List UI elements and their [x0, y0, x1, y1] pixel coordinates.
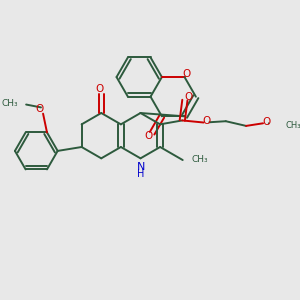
- Text: O: O: [262, 117, 270, 127]
- Text: O: O: [36, 104, 44, 114]
- Text: O: O: [202, 116, 211, 126]
- Text: CH₃: CH₃: [286, 122, 300, 130]
- Text: O: O: [182, 69, 191, 79]
- Text: H: H: [137, 169, 145, 179]
- Text: CH₃: CH₃: [2, 99, 18, 108]
- Text: N: N: [137, 163, 145, 172]
- Text: O: O: [185, 92, 193, 102]
- Text: O: O: [96, 83, 104, 94]
- Text: O: O: [144, 131, 152, 141]
- Text: CH₃: CH₃: [192, 155, 208, 164]
